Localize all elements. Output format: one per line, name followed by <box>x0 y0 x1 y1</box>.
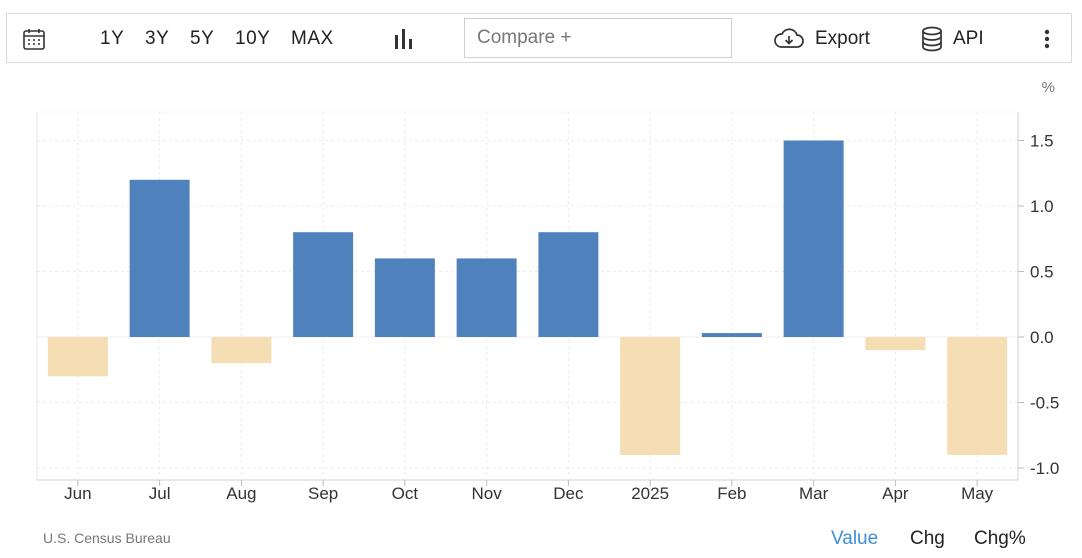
bar-feb[interactable] <box>701 333 762 337</box>
bar-dec[interactable] <box>538 232 599 337</box>
x-tick-label: 2025 <box>631 484 669 503</box>
bar-sep[interactable] <box>293 232 354 337</box>
x-tick-label: Dec <box>553 484 584 503</box>
export-button[interactable]: Export <box>773 24 870 54</box>
bar-may[interactable] <box>947 337 1008 455</box>
y-tick-label: 0.0 <box>1030 328 1054 347</box>
source-label: U.S. Census Bureau <box>43 530 171 546</box>
x-tick-label: Aug <box>226 484 256 503</box>
bar-apr[interactable] <box>865 337 926 351</box>
chart-bars <box>47 140 1008 455</box>
tab-chg-percent[interactable]: Chg% <box>974 528 1026 549</box>
y-tick-label: -1.0 <box>1030 459 1059 478</box>
x-tick-label: Jul <box>149 484 171 503</box>
y-axis-unit: % <box>1042 79 1055 96</box>
range-10y-button[interactable]: 10Y <box>235 28 271 49</box>
range-1y-button[interactable]: 1Y <box>100 28 125 49</box>
calendar-icon[interactable] <box>22 27 46 51</box>
bar-jul[interactable] <box>129 179 190 337</box>
range-5y-button[interactable]: 5Y <box>190 28 215 49</box>
api-label: API <box>953 28 984 49</box>
bar-2025[interactable] <box>620 337 681 455</box>
range-max-button[interactable]: MAX <box>291 28 334 49</box>
chart-toolbar: 1Y 3Y 5Y 10Y MAX Export API <box>6 13 1072 63</box>
x-axis-labels: Jun Jul Aug Sep Oct Nov Dec 2025 Feb Mar Apr May <box>64 484 994 503</box>
bar-mar[interactable] <box>783 140 844 338</box>
x-tick-label: Mar <box>799 484 829 503</box>
x-tick-label: Nov <box>472 484 503 503</box>
x-tick-label: Feb <box>717 484 746 503</box>
tab-chg[interactable]: Chg <box>910 528 945 549</box>
bar-oct[interactable] <box>374 258 435 337</box>
bar-jun[interactable] <box>47 337 108 377</box>
cloud-download-icon <box>774 28 804 48</box>
x-tick-label: Sep <box>308 484 338 503</box>
compare-input[interactable] <box>464 18 732 58</box>
database-icon <box>922 26 942 52</box>
y-tick-label: 1.0 <box>1030 197 1054 216</box>
tab-value[interactable]: Value <box>831 528 879 549</box>
bar-aug[interactable] <box>211 337 272 364</box>
y-tick-label: 1.5 <box>1030 132 1054 151</box>
bar-nov[interactable] <box>456 258 517 337</box>
y-axis-labels: 1.5 1.0 0.5 0.0 -0.5 -1.0 <box>1030 132 1059 479</box>
export-label: Export <box>815 28 870 49</box>
x-tick-label: Apr <box>882 484 909 503</box>
more-vertical-icon[interactable] <box>1037 27 1057 51</box>
range-3y-button[interactable]: 3Y <box>145 28 170 49</box>
api-button[interactable]: API <box>921 24 984 54</box>
x-tick-label: Oct <box>392 484 419 503</box>
chart-type-icon[interactable] <box>393 27 415 51</box>
x-tick-label: May <box>961 484 994 503</box>
y-tick-label: 0.5 <box>1030 263 1054 282</box>
x-tick-label: Jun <box>64 484 91 503</box>
y-tick-label: -0.5 <box>1030 394 1059 413</box>
